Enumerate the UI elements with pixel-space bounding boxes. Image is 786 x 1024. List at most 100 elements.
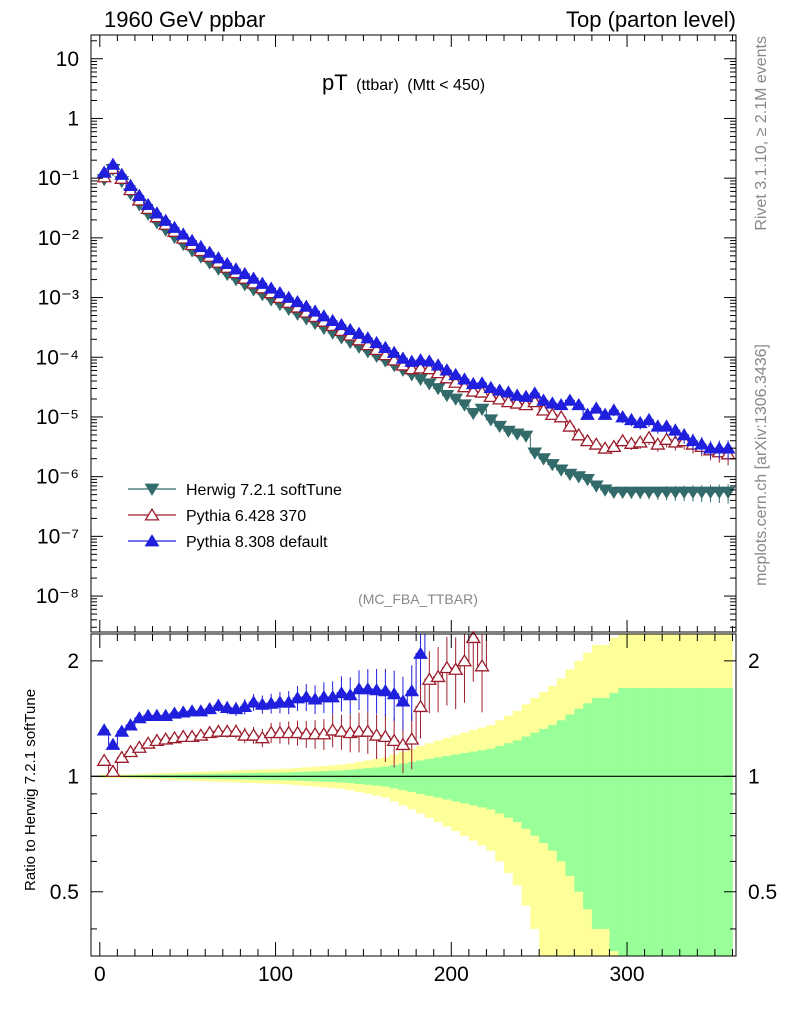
data-point	[228, 262, 244, 275]
ratio-y-tick-label: 1	[67, 765, 79, 788]
x-tick-label: 200	[434, 963, 469, 986]
band-inner	[609, 692, 619, 952]
header-left-label: 1960 GeV ppbar	[104, 7, 265, 32]
series-line	[99, 163, 733, 449]
data-point	[509, 388, 525, 401]
data-point	[457, 372, 472, 385]
data-point	[457, 399, 472, 412]
band-inner	[670, 687, 681, 956]
data-point	[465, 384, 481, 397]
data-point	[465, 407, 481, 421]
data-point	[703, 441, 718, 454]
ratio-point	[105, 737, 121, 750]
ratio-point	[342, 688, 358, 701]
ratio-point	[456, 653, 473, 667]
data-point	[501, 385, 516, 398]
data-point	[202, 245, 218, 258]
legend-label: Pythia 6.428 370	[186, 508, 306, 525]
plot-title-sub1: (ttbar)	[356, 77, 399, 94]
data-point	[641, 486, 657, 499]
data-point	[535, 403, 552, 416]
data-point	[96, 165, 112, 178]
main-y-tick-label: 10⁻⁸	[36, 585, 79, 608]
ratio-point	[474, 658, 490, 672]
data-point	[667, 423, 683, 436]
data-point	[430, 358, 446, 371]
ratio-point	[289, 725, 306, 739]
x-tick-label: 300	[610, 963, 645, 986]
data-point	[694, 437, 710, 450]
data-point	[413, 353, 428, 366]
ratio-y-tick-label: 0.5	[50, 881, 79, 904]
band-inner	[591, 698, 601, 929]
data-point	[588, 401, 604, 414]
data-point	[219, 256, 235, 270]
ratio-panel-axes: 0.5 0.5 1 1 2 2	[50, 634, 777, 956]
data-point	[606, 403, 622, 416]
data-point	[307, 304, 323, 317]
data-point	[711, 441, 727, 454]
data-point	[659, 486, 674, 499]
band-inner	[530, 732, 540, 836]
band-inner	[706, 687, 716, 956]
data-point	[386, 345, 402, 358]
ratio-point	[377, 729, 394, 743]
data-point	[114, 167, 130, 180]
data-point	[158, 213, 174, 226]
data-point	[562, 393, 578, 406]
ratio-point	[298, 690, 314, 703]
data-point	[641, 430, 657, 444]
band-inner	[416, 760, 426, 794]
band-inner	[583, 703, 593, 910]
ratio-point	[413, 646, 428, 659]
data-point	[580, 474, 595, 487]
data-point	[659, 419, 674, 432]
ratio-point	[184, 704, 200, 717]
band-inner	[635, 687, 645, 956]
legend-marker	[144, 507, 160, 521]
data-point	[290, 294, 305, 308]
band-inner	[460, 753, 470, 804]
data-point	[105, 157, 121, 170]
data-point	[544, 407, 560, 421]
ratio-point	[360, 682, 376, 695]
data-point	[254, 276, 270, 289]
data-point	[377, 340, 393, 353]
band-inner	[547, 725, 558, 851]
data-point	[685, 433, 701, 447]
data-point	[369, 335, 384, 349]
data-point	[140, 197, 156, 211]
data-point	[167, 220, 182, 233]
band-inner	[565, 714, 575, 876]
x-tick-label: 0	[94, 963, 106, 986]
main-y-tick-label: 10⁻⁶	[36, 466, 79, 489]
band-inner	[618, 687, 628, 956]
plot-title-main: pT	[322, 70, 348, 95]
data-point	[588, 437, 604, 450]
data-point	[342, 322, 358, 336]
data-point	[175, 227, 191, 240]
data-point	[606, 486, 622, 499]
band-inner	[662, 687, 672, 956]
header-right-label: Top (parton level)	[566, 7, 736, 32]
data-point	[211, 251, 226, 264]
ratio-point	[465, 630, 481, 644]
data-point	[325, 313, 341, 327]
ratio-uncertainty-bands	[91, 634, 736, 956]
data-point	[149, 206, 165, 219]
main-y-tick-label: 10⁻⁷	[37, 525, 79, 548]
series-0	[96, 164, 736, 504]
band-inner	[688, 687, 698, 956]
data-point	[667, 486, 683, 499]
legend-marker	[144, 534, 160, 547]
ratio-point	[368, 728, 385, 741]
band-inner	[627, 687, 637, 956]
ratio-point	[333, 724, 350, 737]
ratio-point	[404, 732, 420, 745]
data-point	[658, 432, 675, 445]
ratio-point	[351, 682, 367, 695]
band-inner	[679, 687, 689, 956]
x-tick-label: 100	[258, 963, 293, 986]
ratio-point	[386, 733, 402, 747]
x-axis-labels: 0 100 200 300	[94, 963, 645, 986]
